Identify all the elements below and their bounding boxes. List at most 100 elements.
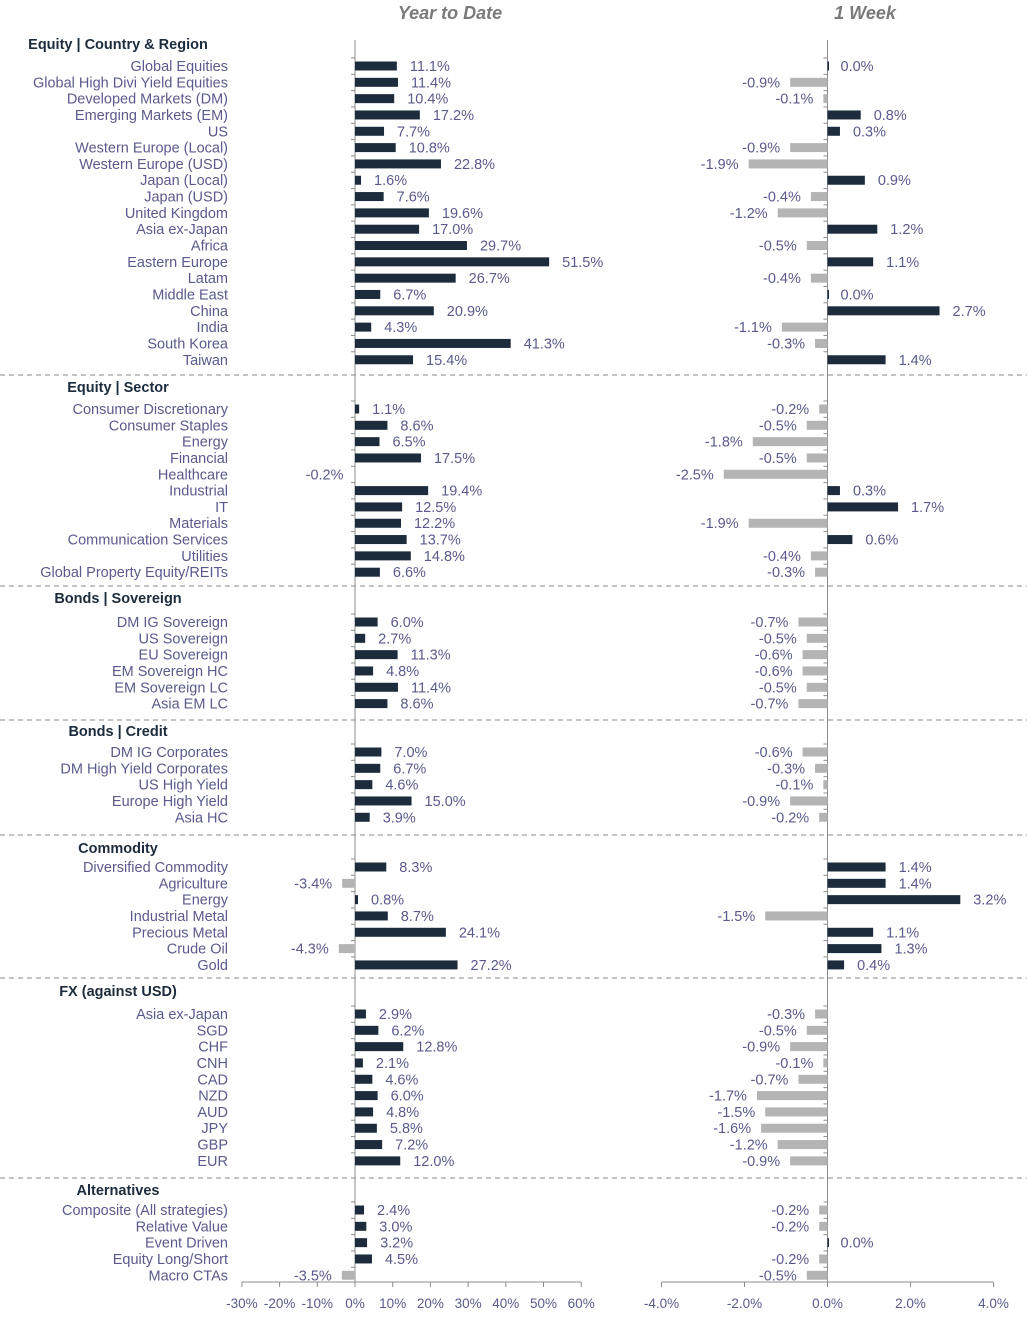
ytd-bar xyxy=(355,1205,365,1215)
ytd-value-label: 19.4% xyxy=(441,484,482,500)
ytd-value-label: 11.1% xyxy=(410,59,450,75)
row-label: DM High Yield Corporates xyxy=(60,761,228,777)
week-bar xyxy=(806,1270,828,1280)
week-bar xyxy=(765,1107,828,1117)
ytd-value-label: 29.7% xyxy=(480,239,521,255)
ytd-value-label: 1.6% xyxy=(374,173,407,189)
week-value-label: -1.2% xyxy=(730,1138,768,1154)
week-bar xyxy=(790,1156,828,1166)
row-label: Energy xyxy=(182,435,229,451)
ytd-value-label: 3.2% xyxy=(380,1236,413,1252)
ytd-value-label: 6.5% xyxy=(393,435,426,451)
week-value-label: -0.3% xyxy=(767,761,805,777)
ytd-value-label: 17.5% xyxy=(434,451,475,467)
ytd-value-label: 15.0% xyxy=(425,794,466,810)
week-value-label: -0.9% xyxy=(742,794,780,810)
x-tick-label: 0.0% xyxy=(812,1296,843,1311)
ytd-bar xyxy=(355,796,412,806)
ytd-bar xyxy=(355,682,398,692)
ytd-value-label: 12.2% xyxy=(414,516,455,532)
ytd-value-label: 20.9% xyxy=(447,304,488,320)
ytd-value-label: 7.6% xyxy=(397,190,430,206)
week-value-label: -1.9% xyxy=(701,157,739,173)
week-value-label: -1.7% xyxy=(709,1089,747,1105)
week-value-label: -0.9% xyxy=(742,1040,780,1056)
row-label: Materials xyxy=(169,516,228,532)
week-value-label: -1.2% xyxy=(730,206,768,222)
ytd-value-label: 17.2% xyxy=(433,108,474,124)
ytd-value-label: 8.6% xyxy=(400,697,433,713)
week-bar xyxy=(827,126,840,136)
week-bar xyxy=(815,1009,828,1019)
ytd-value-label: 12.5% xyxy=(415,500,456,516)
row-label: Asia EM LC xyxy=(151,697,228,713)
row-label: Consumer Discretionary xyxy=(72,402,228,418)
row-label: Global High Divi Yield Equities xyxy=(33,75,228,91)
ytd-bar xyxy=(355,927,446,937)
ytd-value-label: 7.0% xyxy=(394,745,427,761)
week-value-label: 1.4% xyxy=(899,353,932,369)
ytd-value-label: 11.4% xyxy=(411,680,451,696)
ytd-value-label: -3.4% xyxy=(294,876,332,892)
week-bar xyxy=(819,1205,828,1215)
row-label: AUD xyxy=(197,1105,228,1121)
x-tick-label: 50% xyxy=(530,1296,557,1311)
ytd-bar xyxy=(355,241,467,251)
week-value-label: -0.7% xyxy=(751,1072,789,1088)
week-value-label: -0.5% xyxy=(759,631,797,647)
week-bar xyxy=(819,812,828,822)
week-bar xyxy=(723,469,828,479)
ytd-value-label: 2.7% xyxy=(378,631,411,647)
ytd-bar xyxy=(355,960,458,970)
week-value-label: 0.0% xyxy=(841,1236,874,1252)
week-bar xyxy=(827,878,886,888)
week-bar xyxy=(827,224,878,234)
ytd-value-label: 8.6% xyxy=(400,418,433,434)
week-value-label: 1.4% xyxy=(899,860,932,876)
row-label: Taiwan xyxy=(183,353,228,369)
row-label: Healthcare xyxy=(158,467,228,483)
week-bar xyxy=(810,551,828,561)
ytd-bar xyxy=(355,862,387,872)
week-value-label: 1.1% xyxy=(886,255,919,271)
week-bar xyxy=(827,257,874,267)
week-bar xyxy=(798,617,828,627)
week-value-label: -1.5% xyxy=(717,909,755,925)
ytd-bar xyxy=(355,812,370,822)
ytd-value-label: 6.2% xyxy=(391,1023,424,1039)
row-label: India xyxy=(197,320,229,336)
ytd-value-label: 1.1% xyxy=(372,402,405,418)
ytd-value-label: -3.5% xyxy=(294,1268,332,1284)
week-value-label: 0.0% xyxy=(841,287,874,303)
week-bar xyxy=(823,780,828,790)
week-value-label: 0.0% xyxy=(841,59,874,75)
panel-title-1: 1 Week xyxy=(834,3,897,23)
row-label: Asia ex-Japan xyxy=(136,222,228,238)
week-bar xyxy=(827,502,899,512)
ytd-value-label: 11.4% xyxy=(411,75,451,91)
ytd-value-label: -4.3% xyxy=(291,942,329,958)
week-bar xyxy=(827,306,940,316)
row-label: Agriculture xyxy=(159,876,228,892)
row-label: Global Property Equity/REITs xyxy=(40,565,228,581)
ytd-bar xyxy=(355,895,359,905)
row-label: Asia HC xyxy=(175,810,228,826)
week-value-label: 1.1% xyxy=(886,925,919,941)
row-label: Developed Markets (DM) xyxy=(67,92,228,108)
row-label: Asia ex-Japan xyxy=(136,1007,228,1023)
week-bar xyxy=(827,175,865,185)
ytd-value-label: 6.7% xyxy=(393,287,426,303)
row-label: Latam xyxy=(188,271,228,287)
row-label: Utilities xyxy=(181,549,228,565)
ytd-bar xyxy=(355,567,380,577)
row-label: Eastern Europe xyxy=(127,255,228,271)
group-header: Commodity xyxy=(78,841,158,857)
ytd-bar xyxy=(355,633,366,643)
week-bar xyxy=(777,1140,828,1150)
week-value-label: -0.6% xyxy=(755,664,793,680)
ytd-value-label: -0.2% xyxy=(306,467,344,483)
week-bar xyxy=(798,1074,828,1084)
ytd-bar xyxy=(355,551,411,561)
